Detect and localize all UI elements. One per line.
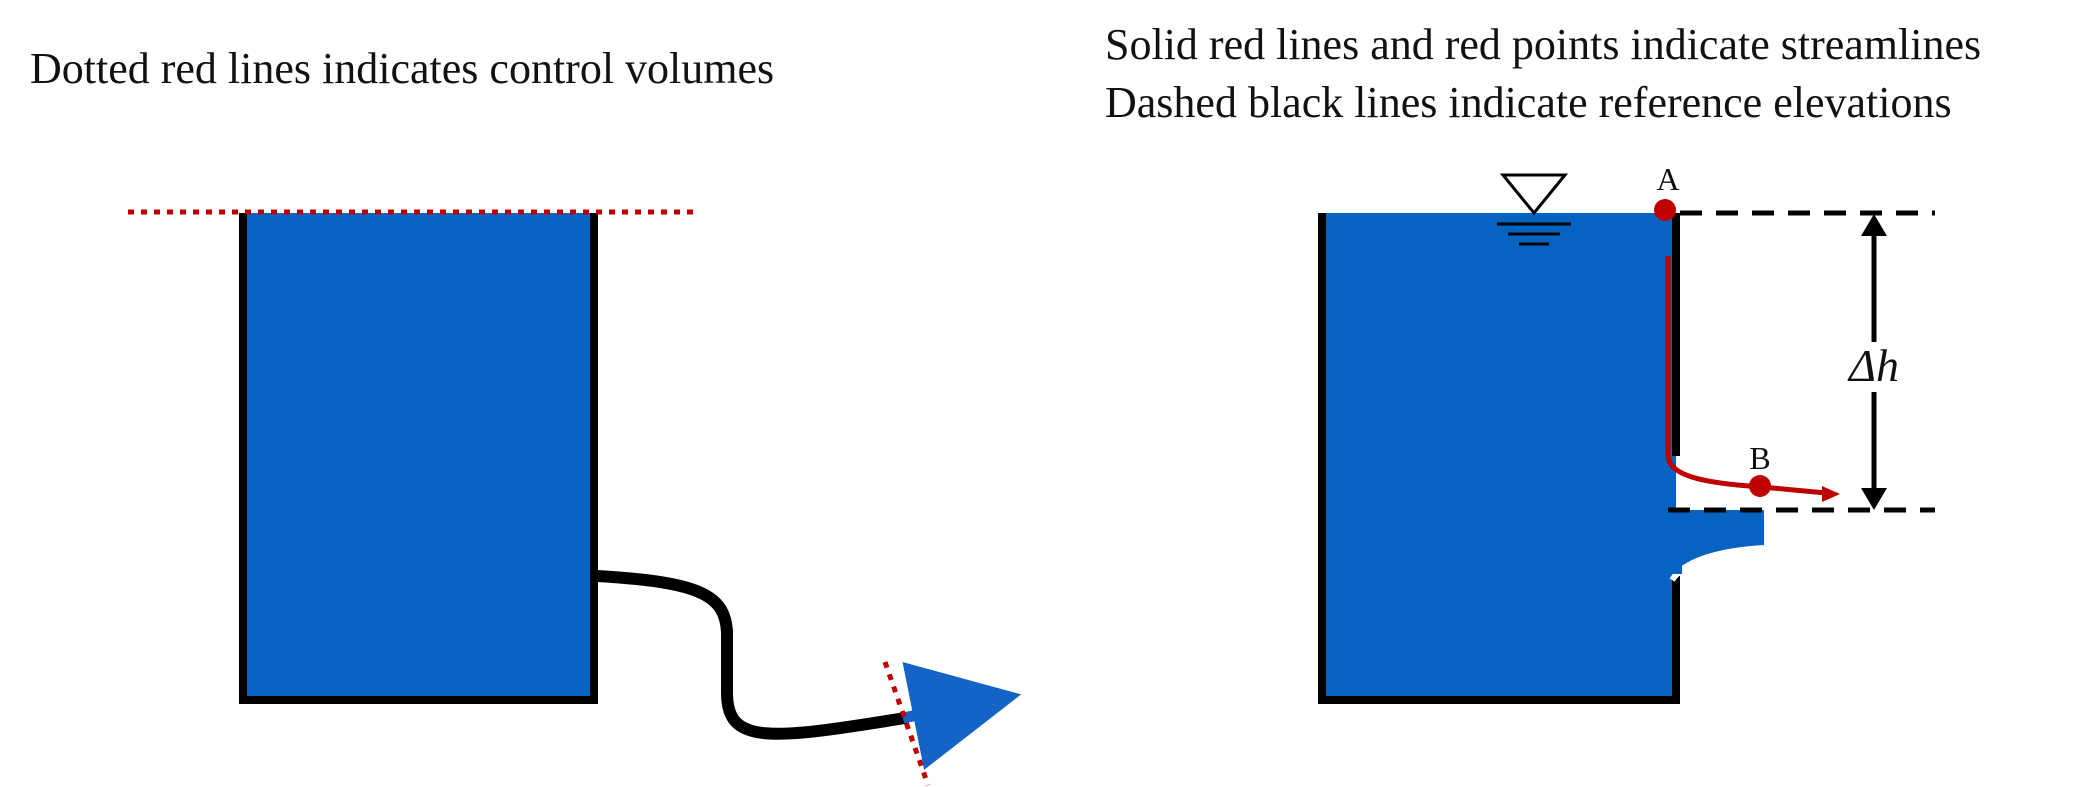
left-tank-water <box>243 213 594 700</box>
free-surface-symbol-icon <box>1497 173 1571 246</box>
streamline-point-b <box>1749 475 1771 497</box>
streamline <box>1665 256 1827 496</box>
orifice-jet-water <box>1671 510 1764 576</box>
right-tank-diagram: Δh A B <box>1318 161 1935 704</box>
orifice-opening <box>1670 518 1682 574</box>
control-volume-outlet-boundary <box>882 661 931 786</box>
point-b-label: B <box>1749 440 1770 476</box>
discharge-hose <box>591 570 911 740</box>
reference-elevation-caption: Dashed black lines indicate reference el… <box>1105 78 1952 127</box>
right-tank-water <box>1322 213 1676 700</box>
streamline-caption: Solid red lines and red points indicate … <box>1105 20 1982 69</box>
outflow-jet-arrow <box>901 662 1022 770</box>
left-tank-diagram <box>128 209 1022 786</box>
right-tank-left-bottom-walls <box>1318 213 1680 704</box>
control-volume-caption: Dotted red lines indicates control volum… <box>30 44 775 93</box>
delta-h-label: Δh <box>1847 340 1899 391</box>
delta-h-dimension-arrow <box>1861 214 1887 510</box>
orifice-lower-lip <box>1669 545 1765 582</box>
left-tank-walls <box>239 213 598 704</box>
streamline-point-a <box>1654 199 1676 221</box>
streamline-arrowhead <box>1822 486 1840 502</box>
point-a-label: A <box>1656 161 1679 197</box>
